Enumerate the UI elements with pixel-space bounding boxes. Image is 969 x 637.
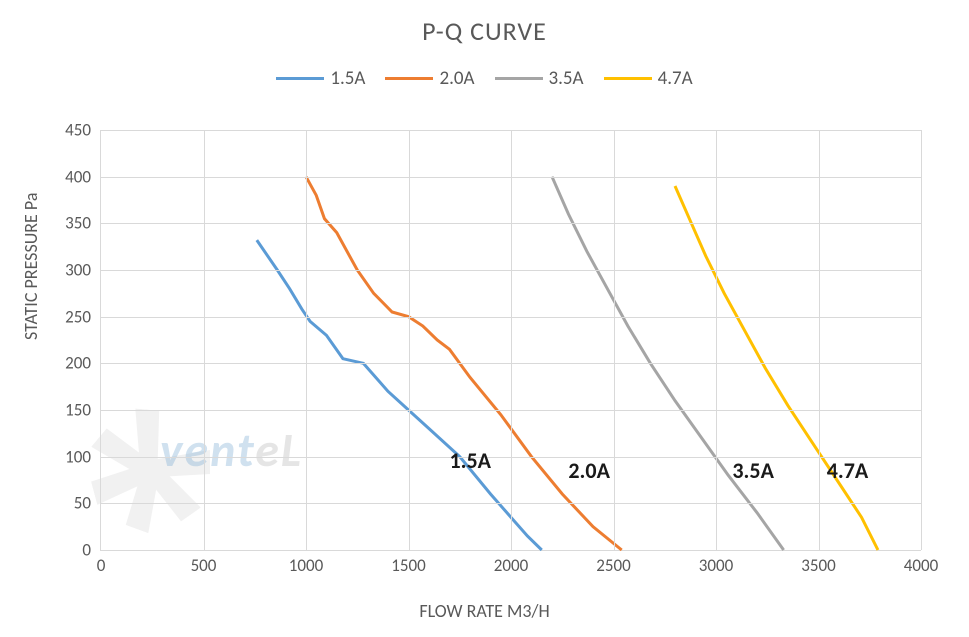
gridline-vertical xyxy=(819,130,820,550)
y-tick-label: 0 xyxy=(51,540,91,561)
gridline-vertical xyxy=(614,130,615,550)
x-tick-label: 500 xyxy=(191,555,217,576)
legend-label-4: 4.7A xyxy=(658,67,693,90)
chart-title: P-Q CURVE xyxy=(0,0,969,47)
y-tick-label: 200 xyxy=(51,353,91,374)
gridline-vertical xyxy=(511,130,512,550)
y-axis-label: STATIC PRESSURE Pa xyxy=(20,193,42,340)
x-axis-label: FLOW RATE M3/H xyxy=(419,600,549,622)
y-tick-label: 450 xyxy=(51,120,91,141)
legend-swatch-1 xyxy=(276,77,324,80)
y-tick-label: 300 xyxy=(51,260,91,281)
x-tick-label: 2500 xyxy=(596,555,630,576)
y-tick-label: 150 xyxy=(51,400,91,421)
gridline-vertical xyxy=(716,130,717,550)
x-tick-label: 4000 xyxy=(904,555,938,576)
legend-item-1: 1.5A xyxy=(276,67,365,90)
gridline-vertical xyxy=(306,130,307,550)
x-tick-label: 1500 xyxy=(391,555,425,576)
gridline-vertical xyxy=(921,130,922,550)
series-inline-label: 2.0A xyxy=(568,457,610,484)
series-inline-label: 4.7A xyxy=(827,457,869,484)
series-line-4.7A xyxy=(675,186,878,550)
series-inline-label: 3.5A xyxy=(732,457,774,484)
x-tick-label: 1000 xyxy=(289,555,323,576)
legend-swatch-2 xyxy=(385,77,433,80)
legend-label-3: 3.5A xyxy=(549,67,584,90)
legend-item-3: 3.5A xyxy=(495,67,584,90)
legend-item-4: 4.7A xyxy=(604,67,693,90)
chart-legend: 1.5A 2.0A 3.5A 4.7A xyxy=(0,67,969,90)
gridline-vertical xyxy=(204,130,205,550)
gridline-vertical xyxy=(409,130,410,550)
plot-area: 0501001502002503003504004500500100015002… xyxy=(100,130,921,551)
y-tick-label: 350 xyxy=(51,213,91,234)
x-tick-label: 3500 xyxy=(801,555,835,576)
legend-label-2: 2.0A xyxy=(439,67,474,90)
x-tick-label: 0 xyxy=(97,555,106,576)
legend-item-2: 2.0A xyxy=(385,67,474,90)
pq-curve-chart: P-Q CURVE 1.5A 2.0A 3.5A 4.7A ve xyxy=(0,0,969,637)
legend-swatch-3 xyxy=(495,77,543,80)
y-tick-label: 100 xyxy=(51,446,91,467)
y-tick-label: 50 xyxy=(51,493,91,514)
legend-swatch-4 xyxy=(604,77,652,80)
legend-label-1: 1.5A xyxy=(330,67,365,90)
x-tick-label: 2000 xyxy=(494,555,528,576)
y-tick-label: 400 xyxy=(51,166,91,187)
x-tick-label: 3000 xyxy=(699,555,733,576)
series-inline-label: 1.5A xyxy=(450,447,492,474)
y-tick-label: 250 xyxy=(51,306,91,327)
